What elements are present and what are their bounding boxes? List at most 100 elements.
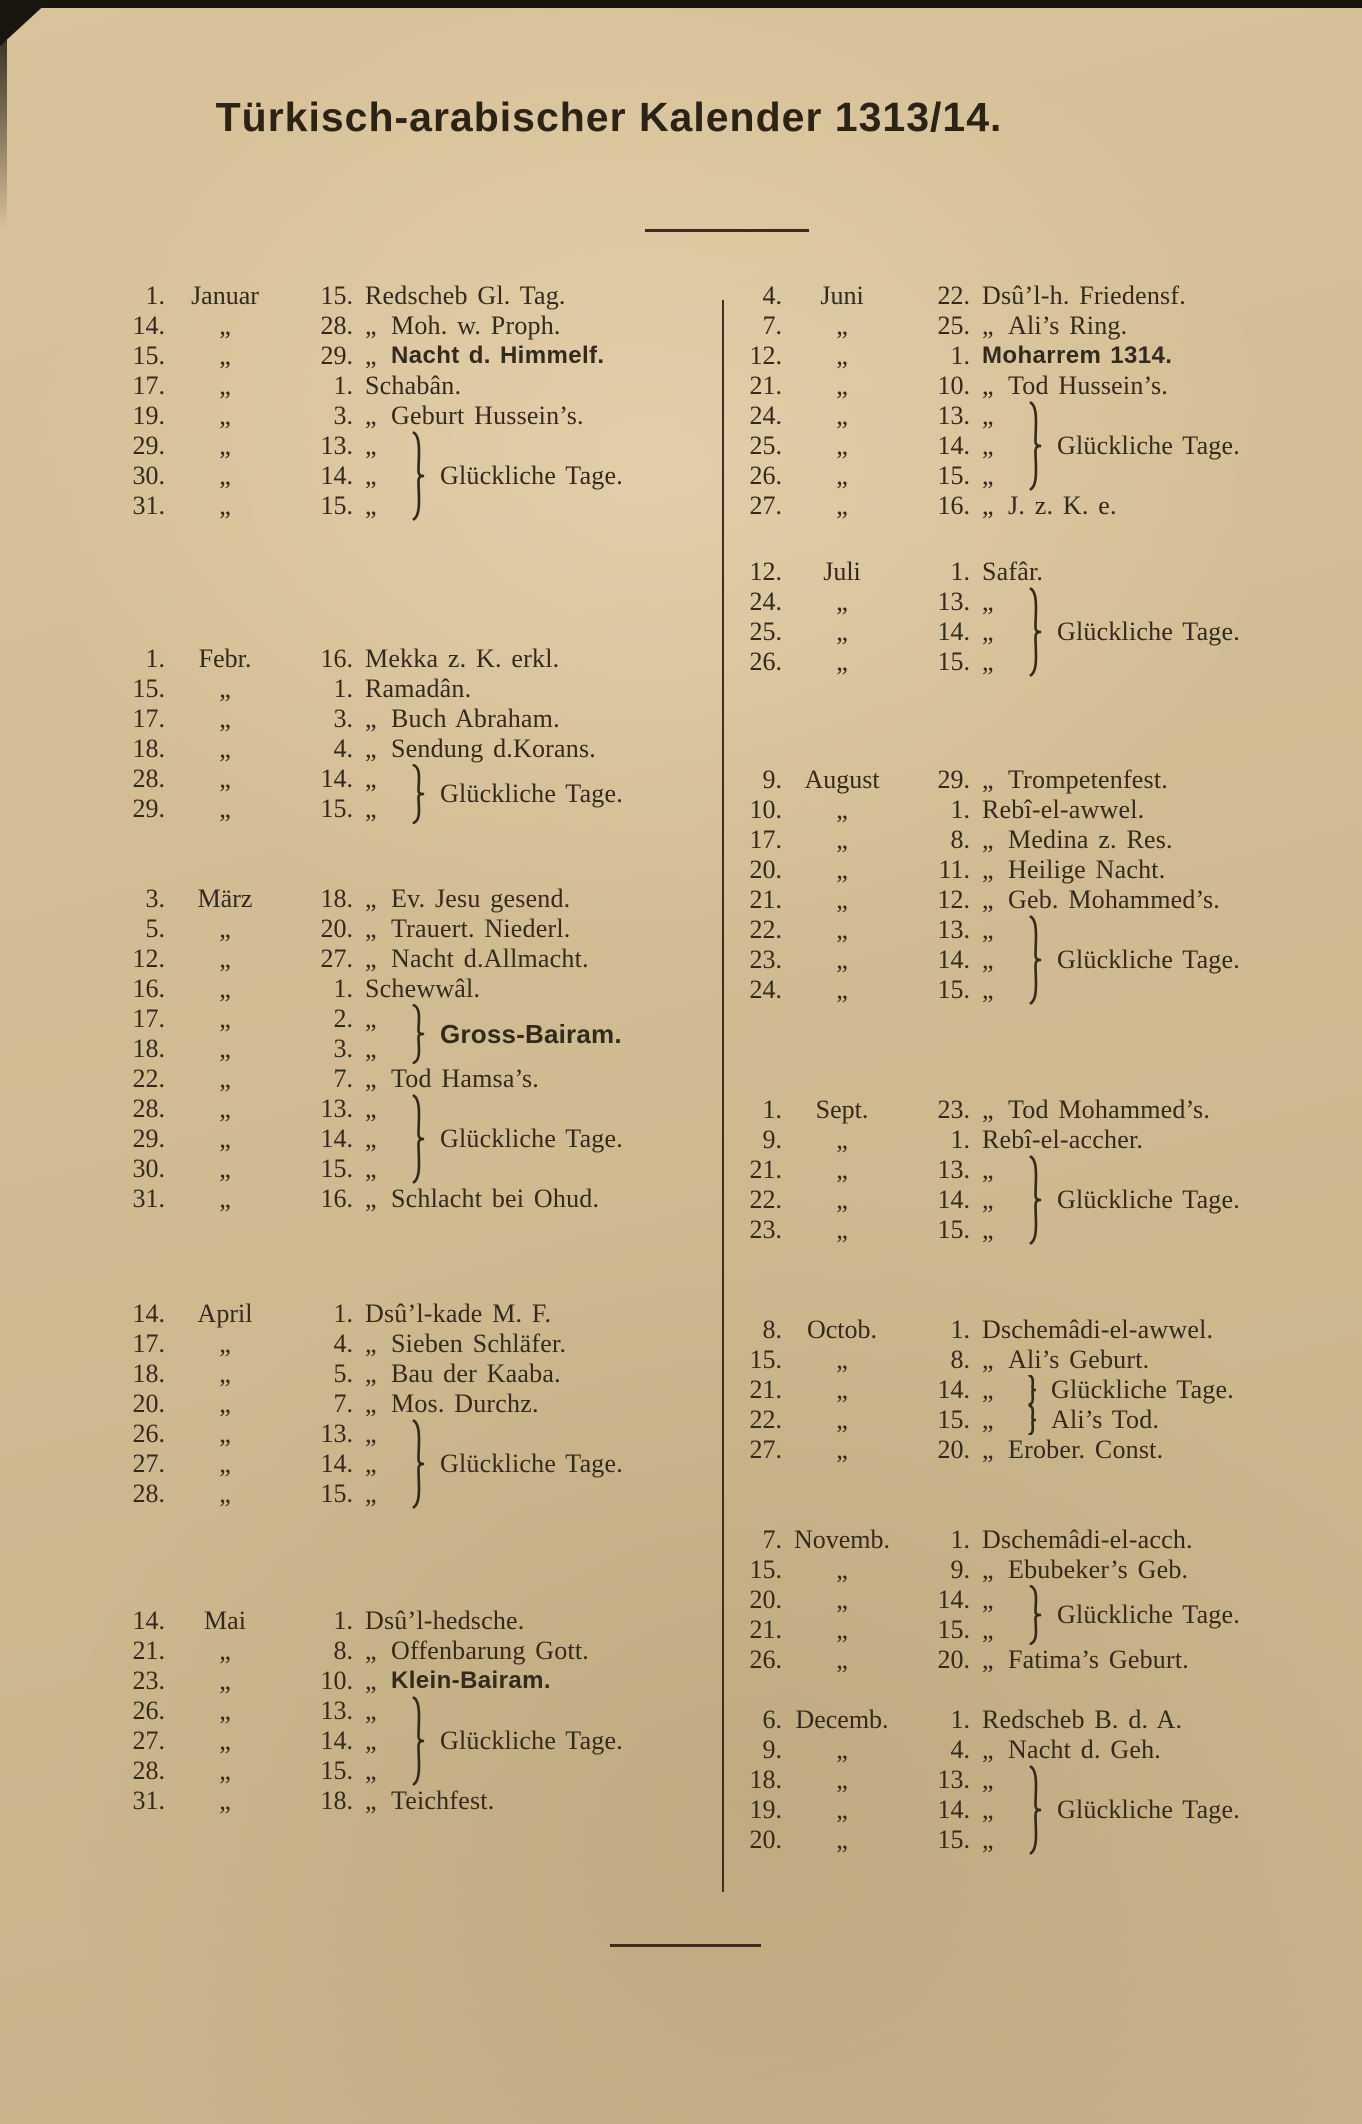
islamic-day: 3. [333,1034,354,1063]
event-text: Nacht d. Geh. [1008,1735,1161,1764]
calendar-row: 14. Mai 1. Dsû’l-hedsche. [95,1606,715,1636]
ditto-mark: „ [982,461,994,490]
month-block: 9. August 29. „ Trompetenfest. 10. „ 1. Rebî-el-… [712,765,1332,1005]
islamic-day: 14. [320,1449,354,1478]
event-cell: „ [982,401,1332,431]
month-block: 14. Mai 1. Dsû’l-hedsche. 21. „ 8. „ Offenbarung… [95,1606,715,1816]
event-cell: „ [982,915,1332,945]
ditto-mark: „ [219,1419,231,1448]
islamic-day: 13. [937,401,971,430]
islamic-day: 14. [937,617,971,646]
event-cell: „ [982,1615,1332,1645]
calendar-row: 14. April 1. Dsû’l-kade M. F. [95,1299,715,1329]
brace-group: Glückliche Tage. [1028,1375,1234,1405]
month-name: August [804,765,880,794]
brace-label: Glückliche Tage. [1051,1375,1234,1404]
gregorian-day: 20. [749,1825,783,1854]
calendar-row: 10. „ 1. Rebî-el-awwel. [712,795,1332,825]
calendar-row: 15. „ 1. Ramadân. [95,674,715,704]
event-cell: „ [982,461,1332,491]
ditto-mark: „ [365,914,377,943]
brace-label: Ali’s Tod. [1051,1405,1160,1434]
event-cell: „ [982,975,1332,1005]
month-block: 7. Novemb. 1. Dschemâdi-el-acch. 15. „ 9. „ Ebub… [712,1525,1332,1675]
event-cell: „ Bau der Kaaba. [365,1359,715,1389]
event-cell: „ Nacht d. Himmelf. [365,341,715,371]
gregorian-day: 1. [762,1095,783,1124]
event-cell: „ Heilige Nacht. [982,855,1332,885]
brace-label: Glückliche Tage. [1057,1795,1240,1824]
islamic-day: 29. [320,341,354,370]
islamic-day: 13. [320,1094,354,1123]
calendar-row: 9. „ 1. Rebî-el-accher. [712,1125,1332,1155]
ditto-mark: „ [219,371,231,400]
event-cell: Dschemâdi-el-acch. [982,1525,1332,1555]
calendar-row: 18. „ 4. „ Sendung d.Korans. [95,734,715,764]
ditto-mark: „ [365,944,377,973]
event-cell: „ Geburt Hussein’s. [365,401,715,431]
ditto-mark: „ [365,794,377,823]
event-cell: „ [365,794,715,824]
month-name: April [197,1299,253,1328]
gregorian-day: 15. [749,1345,783,1374]
gregorian-day: 24. [749,401,783,430]
ditto-mark: „ [219,461,231,490]
islamic-day: 22. [937,281,971,310]
ditto-mark: „ [219,1479,231,1508]
ditto-mark: „ [836,431,848,460]
calendar-row: 1. Febr. 16. Mekka z. K. erkl. [95,644,715,674]
gregorian-day: 4. [762,281,783,310]
bottom-rule [610,1944,761,1947]
ditto-mark: „ [365,1666,377,1695]
ditto-mark: „ [982,1375,994,1404]
calendar-row: 17. „ 8. „ Medina z. Res. [712,825,1332,855]
ditto-mark: „ [365,1636,377,1665]
event-cell: „ [982,1405,1332,1435]
islamic-day: 1. [950,795,971,824]
event-cell: „ [982,1155,1332,1185]
calendar-row: 17. „ 3. „ Buch Abraham. [95,704,715,734]
ditto-mark: „ [219,1359,231,1388]
ditto-mark: „ [219,944,231,973]
ditto-mark: „ [219,1184,231,1213]
ditto-mark: „ [836,587,848,616]
event-text: Ali’s Ring. [1008,311,1128,340]
ditto-mark: „ [219,794,231,823]
ditto-mark: „ [836,1825,848,1854]
curly-brace-icon [411,1094,426,1184]
calendar-row: 3. März 18. „ Ev. Jesu gesend. [95,884,715,914]
islamic-day: 14. [937,945,971,974]
ditto-mark: „ [219,311,231,340]
month-block: 3. März 18. „ Ev. Jesu gesend. 5. „ 20. „ Trauert… [95,884,715,1214]
gregorian-day: 15. [132,341,166,370]
ditto-mark: „ [219,674,231,703]
event-cell: „ [982,1585,1332,1615]
month-name: Mai [204,1606,246,1635]
event-cell: „ [365,1479,715,1509]
ditto-mark: „ [365,704,377,733]
event-cell: „ Offenbarung Gott. [365,1636,715,1666]
event-text: Sieben Schläfer. [391,1329,567,1358]
event-text: Rebî-el-awwel. [982,795,1145,824]
curly-brace-icon [1028,1155,1043,1245]
ditto-mark: „ [365,1479,377,1508]
islamic-day: 20. [937,1645,971,1674]
calendar-row: 29. „ 15. „ [95,794,715,824]
ditto-mark: „ [836,1155,848,1184]
event-cell: „ Ali’s Ring. [982,311,1332,341]
brace-group: Glückliche Tage. [411,1094,623,1184]
curly-brace-icon [1028,1765,1043,1855]
islamic-day: 15. [320,1756,354,1785]
event-text: Medina z. Res. [1008,825,1173,854]
gregorian-day: 23. [132,1666,166,1695]
gregorian-day: 6. [762,1705,783,1734]
gregorian-day: 18. [749,1765,783,1794]
calendar-row: 9. „ 4. „ Nacht d. Geh. [712,1735,1332,1765]
gregorian-day: 21. [749,885,783,914]
ditto-mark: „ [836,1795,848,1824]
ditto-mark: „ [836,975,848,1004]
ditto-mark: „ [982,765,994,794]
islamic-day: 1. [950,1315,971,1344]
islamic-day: 20. [937,1435,971,1464]
calendar-row: 5. „ 20. „ Trauert. Niederl. [95,914,715,944]
